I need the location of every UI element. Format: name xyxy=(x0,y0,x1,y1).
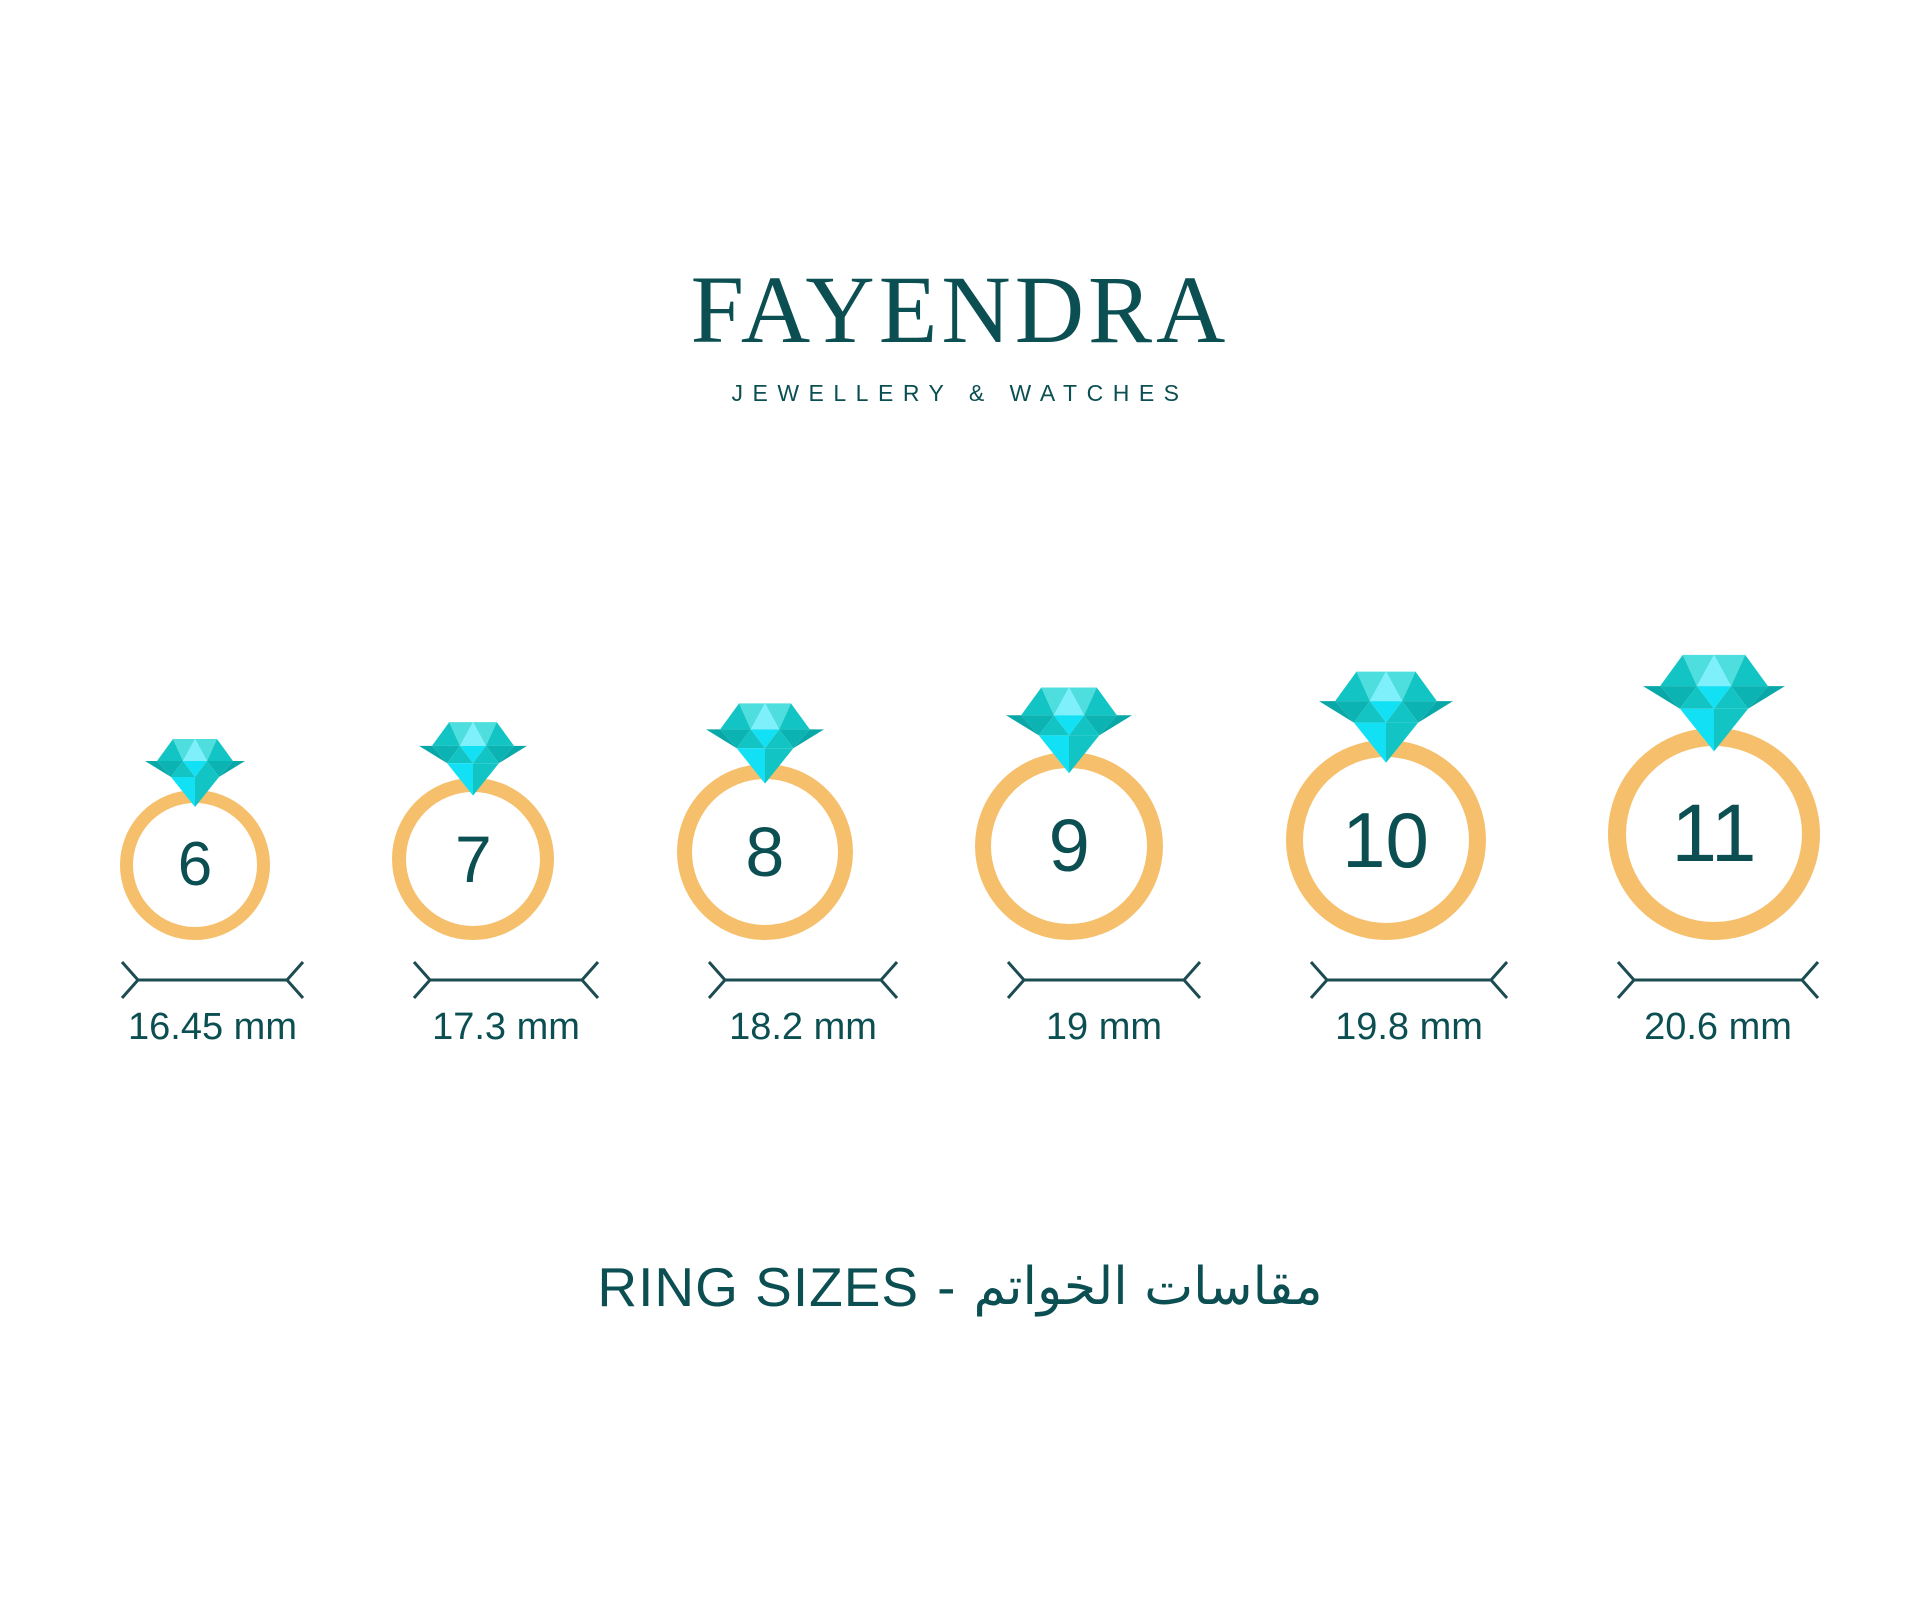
ring-band: 8 xyxy=(676,764,853,940)
gem-icon xyxy=(1006,687,1133,774)
ring-size-number: 8 xyxy=(745,813,785,891)
dimension-line-10 xyxy=(1309,958,1509,1002)
measurement-label-11: 20.6 mm xyxy=(1644,1006,1792,1048)
ring-figure: 7 xyxy=(392,720,555,940)
gem-icon xyxy=(145,738,245,807)
measurement-label-8: 18.2 mm xyxy=(729,1006,877,1048)
ring-illustrations-row: 6 7 8 xyxy=(120,590,1820,940)
measurement-label-10: 19.8 mm xyxy=(1335,1006,1483,1048)
ring-size-number: 10 xyxy=(1342,796,1429,884)
ring-item-10[interactable]: 10 xyxy=(1285,669,1486,940)
ring-size-number: 9 xyxy=(1048,804,1090,887)
measurement-label-6: 16.45 mm xyxy=(128,1006,297,1048)
caption-arabic: مقاسات الخواتم xyxy=(973,1257,1323,1317)
ring-item-9[interactable]: 9 xyxy=(975,685,1164,940)
brand-tagline: JEWELLERY & WATCHES xyxy=(731,380,1189,406)
measurement-labels-row: 16.45 mm 17.3 mm 18.2 mm 19 mm 19.8 mm 20.6 m… xyxy=(120,1005,1820,1065)
dimension-line-icon xyxy=(1616,961,1820,999)
ring-item-8[interactable]: 8 xyxy=(676,701,853,940)
gem-wrapper xyxy=(705,701,824,786)
dimension-line-icon xyxy=(1309,961,1509,999)
ring-figure: 10 xyxy=(1285,669,1486,940)
caption-english: RING SIZES xyxy=(597,1256,920,1318)
ring-band: 10 xyxy=(1285,740,1486,940)
ring-band: 7 xyxy=(392,778,555,940)
dimension-line-icon xyxy=(1006,961,1202,999)
dimension-line-icon xyxy=(412,961,600,999)
chart-caption: RING SIZES - مقاسات الخواتم xyxy=(0,1255,1920,1319)
measurement-label-7: 17.3 mm xyxy=(432,1006,580,1048)
ring-item-6[interactable]: 6 xyxy=(120,737,270,940)
gem-icon xyxy=(1642,655,1785,752)
dimension-line-icon xyxy=(707,961,899,999)
ring-size-number: 11 xyxy=(1671,788,1757,879)
dimension-line-11 xyxy=(1616,958,1820,1002)
dimension-line-9 xyxy=(1006,958,1202,1002)
measurement-label-9: 19 mm xyxy=(1045,1006,1163,1048)
ring-figure: 9 xyxy=(975,685,1164,940)
dimension-line-8 xyxy=(707,958,899,1002)
brand-header: FAYENDRA JEWELLERY & WATCHES xyxy=(0,262,1920,407)
caption-separator: - xyxy=(937,1256,956,1318)
gem-wrapper xyxy=(419,720,528,798)
gem-icon xyxy=(705,703,824,784)
ring-figure: 11 xyxy=(1607,652,1820,940)
brand-wordmark: FAYENDRA xyxy=(690,256,1230,363)
dimension-line-icon xyxy=(120,961,305,999)
dimension-line-6 xyxy=(120,958,305,1002)
gem-icon xyxy=(419,722,528,797)
gem-wrapper xyxy=(1006,685,1133,776)
ring-figure: 8 xyxy=(676,701,853,940)
dimension-line-7 xyxy=(412,958,600,1002)
gem-icon xyxy=(1318,671,1453,763)
ring-item-7[interactable]: 7 xyxy=(392,720,555,940)
gem-wrapper xyxy=(1642,652,1785,754)
ring-item-11[interactable]: 11 xyxy=(1607,652,1820,940)
ring-band: 6 xyxy=(120,790,270,940)
gem-wrapper xyxy=(1318,669,1453,765)
ring-band: 9 xyxy=(975,752,1164,940)
gem-wrapper xyxy=(145,737,245,809)
ring-size-number: 6 xyxy=(177,830,213,899)
ring-size-number: 7 xyxy=(455,822,492,896)
dimension-lines-row xyxy=(120,950,1820,1010)
ring-band: 11 xyxy=(1607,728,1820,940)
ring-figure: 6 xyxy=(120,737,270,940)
